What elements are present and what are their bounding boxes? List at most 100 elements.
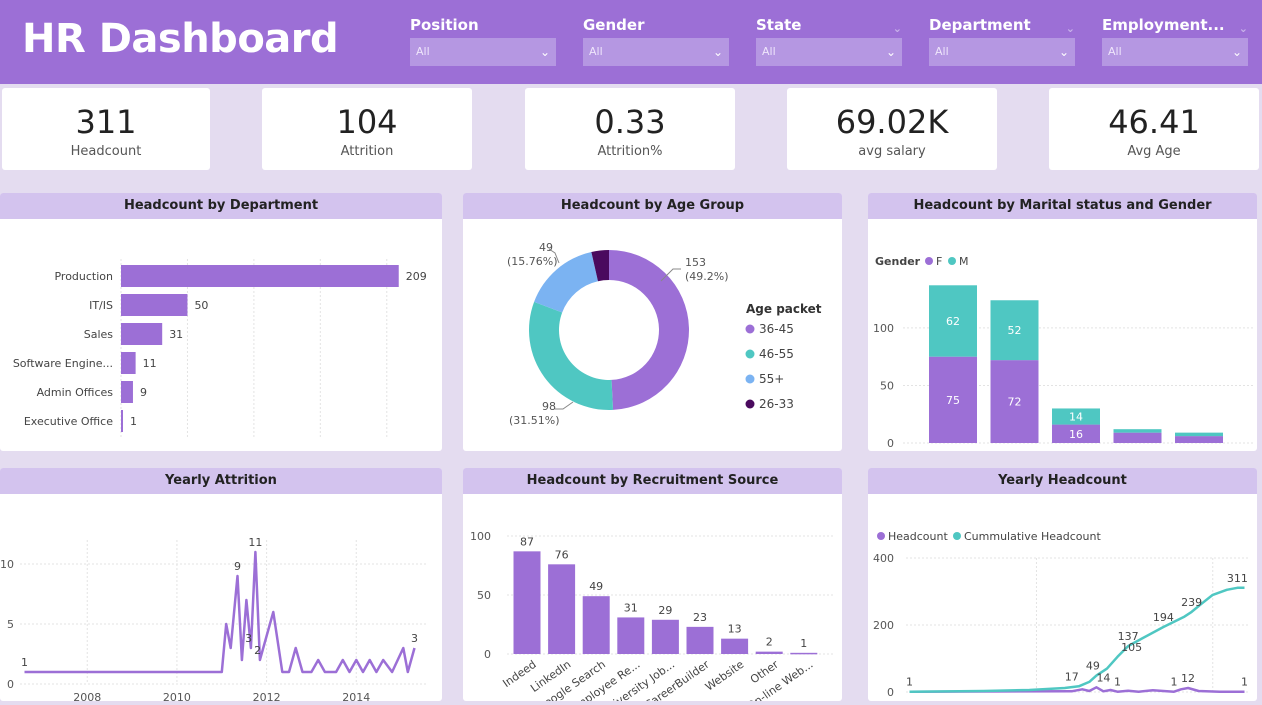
legend-marker (745, 349, 755, 359)
slicer-dropdown[interactable]: All ⌄ (756, 38, 902, 66)
legend-label: 36-45 (759, 322, 794, 336)
bar (121, 265, 399, 287)
yearly-headcount-line-chart: Headcount Cummulative Headcount 0 200 400 201… (873, 530, 1248, 701)
y-tick-label: 400 (873, 552, 894, 565)
bar (121, 352, 136, 374)
chevron-down-icon[interactable]: ⌄ (1231, 45, 1242, 59)
bar (582, 596, 610, 654)
slicer-label: Department (929, 16, 1031, 34)
bar (721, 638, 749, 654)
data-label: 87 (520, 535, 534, 548)
kpi-value: 0.33 (594, 103, 666, 141)
stacked-bar-segment (1113, 429, 1162, 433)
slicer-department[interactable]: Department ⌄ All ⌄ (929, 12, 1075, 66)
bar (755, 651, 783, 654)
panel-title: Yearly Attrition (0, 468, 442, 494)
panel-title: Yearly Headcount (868, 468, 1257, 494)
legend-marker (948, 257, 956, 265)
legend-marker (745, 374, 755, 384)
slicer-label: State (756, 16, 802, 34)
x-tick-label: 0 (118, 450, 125, 451)
x-tick-label: 2008 (73, 691, 101, 701)
data-label: 72 (1008, 396, 1022, 409)
data-label: 1 (1114, 676, 1121, 689)
y-tick-label: 100 (470, 530, 491, 543)
chevron-down-icon[interactable]: ⌄ (892, 22, 902, 35)
data-label: 3 (411, 632, 418, 645)
data-label: 1 (21, 656, 28, 669)
data-label: 62 (946, 315, 960, 328)
slicer-dropdown[interactable]: All ⌄ (583, 38, 729, 66)
legend-label: 46-55 (759, 347, 794, 361)
kpi-card-avg-age: 46.41 Avg Age (1049, 88, 1259, 170)
category-label: Executive Office (24, 415, 113, 428)
slicer-employment[interactable]: Employment... ⌄ All ⌄ (1102, 12, 1248, 66)
bar (686, 626, 714, 654)
chevron-down-icon[interactable]: ⌄ (712, 45, 723, 59)
data-label: 75 (946, 394, 960, 407)
donut-slice (591, 250, 609, 282)
kpi-label: avg salary (858, 144, 926, 159)
legend-marker (745, 324, 755, 334)
chevron-down-icon[interactable]: ⌄ (1058, 45, 1069, 59)
slicer-dropdown[interactable]: All ⌄ (410, 38, 556, 66)
category-label: IT/IS (89, 299, 113, 312)
data-label: 31 (169, 328, 183, 341)
category-label: Widowed (1174, 450, 1224, 451)
stacked-bar-segment (1052, 424, 1100, 443)
dashboard-title: HR Dashboard (22, 16, 339, 62)
data-label: 16 (1069, 428, 1083, 441)
data-label: 11 (248, 536, 262, 549)
leader-line (555, 401, 574, 410)
stacked-bar-segment (1175, 436, 1223, 443)
data-label: 76 (555, 548, 569, 561)
slicer-state[interactable]: State ⌄ All ⌄ (756, 12, 902, 66)
data-label: 49 (1086, 660, 1100, 673)
y-tick-label: 0 (484, 648, 491, 661)
slicer-dropdown[interactable]: All ⌄ (1102, 38, 1248, 66)
slicer-label-row: Department ⌄ (929, 12, 1075, 38)
slicer-value: All (416, 45, 430, 58)
data-label: 1 (1170, 676, 1177, 689)
age-donut-chart: 153(49.2%) 98(31.51%) 49(15.76%) Age packet… (507, 241, 822, 427)
stacked-bar-segment (929, 285, 977, 357)
data-label: 17 (1065, 670, 1079, 683)
category-label: Software Engine... (13, 357, 113, 370)
chevron-down-icon[interactable]: ⌄ (1065, 22, 1075, 35)
y-tick-label: 50 (477, 589, 491, 602)
legend-marker (745, 399, 755, 409)
slicer-label: Employment... (1102, 16, 1225, 34)
legend-label: 55+ (759, 372, 784, 386)
leader-line (548, 248, 560, 264)
leader-line (660, 268, 681, 282)
slicer-gender[interactable]: Gender All ⌄ (583, 12, 729, 66)
y-tick-label: 0 (7, 678, 14, 691)
chevron-down-icon[interactable]: ⌄ (1238, 22, 1248, 35)
legend-title: Gender (875, 255, 921, 268)
data-label: 194 (1153, 611, 1174, 624)
x-tick-label: 150 (310, 450, 331, 451)
kpi-card-headcount: 311 Headcount (2, 88, 210, 170)
data-label: 2 (766, 636, 773, 649)
x-tick-label: 100 (243, 450, 264, 451)
panel-headcount-by-recruitment: Headcount by Recruitment Source 0 50 100 87… (463, 468, 842, 701)
data-label: 52 (1008, 324, 1022, 337)
legend-label: F (936, 255, 942, 268)
slicer-position[interactable]: Position All ⌄ (410, 12, 556, 66)
data-label: 3 (245, 632, 252, 645)
panel-title: Headcount by Department (0, 193, 442, 219)
panel-title: Headcount by Marital status and Gender (868, 193, 1257, 219)
category-label: Single (936, 450, 970, 451)
y-tick-label: 200 (873, 619, 894, 632)
x-tick-label: 2010 (163, 691, 191, 701)
data-label: 105 (1121, 641, 1142, 654)
chevron-down-icon[interactable]: ⌄ (885, 45, 896, 59)
data-label: 1 (800, 637, 807, 650)
chevron-down-icon[interactable]: ⌄ (539, 45, 550, 59)
kpi-value: 46.41 (1108, 103, 1200, 141)
data-label: 1 (906, 676, 913, 689)
slicer-dropdown[interactable]: All ⌄ (929, 38, 1075, 66)
panel-headcount-by-age-group: Headcount by Age Group 153 (49.2%) 98 (31.5… (463, 193, 842, 451)
bar (121, 323, 163, 345)
legend-title: Age packet (746, 302, 822, 316)
